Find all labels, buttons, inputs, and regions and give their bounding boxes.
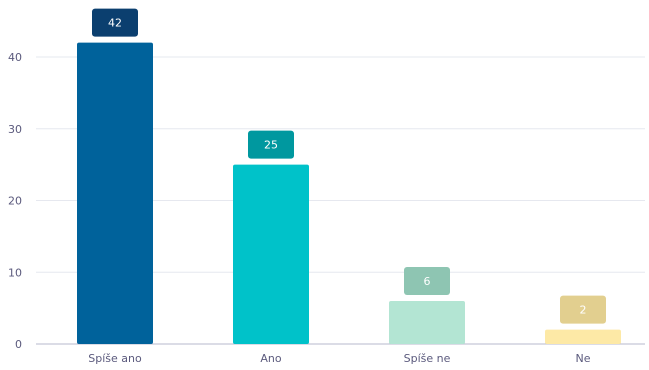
y-tick-label: 30 (8, 123, 22, 136)
value-badge (560, 295, 606, 324)
bars: 42 25 6 2 (77, 8, 621, 345)
y-tick-label: 40 (8, 51, 22, 64)
bar (545, 329, 621, 344)
value-badge (92, 8, 138, 37)
y-axis: 0 10 20 30 40 (8, 51, 22, 351)
y-tick-label: 0 (15, 338, 22, 351)
x-tick-label: Spíše ne (404, 352, 451, 365)
x-tick-label: Spíše ano (88, 352, 142, 365)
value-label: 42 (108, 17, 122, 30)
x-tick-label: Ano (260, 352, 281, 365)
value-badge (404, 266, 450, 295)
value-label: 25 (264, 139, 278, 152)
bar (233, 164, 309, 344)
x-tick-label: Ne (576, 352, 591, 365)
x-axis: Spíše ano Ano Spíše ne Ne (88, 352, 590, 365)
bar (77, 42, 153, 345)
y-tick-label: 20 (8, 195, 22, 208)
value-badge (248, 130, 294, 159)
y-tick-label: 10 (8, 266, 22, 279)
bar (389, 300, 465, 344)
value-label: 2 (580, 304, 587, 317)
value-label: 6 (424, 275, 431, 288)
